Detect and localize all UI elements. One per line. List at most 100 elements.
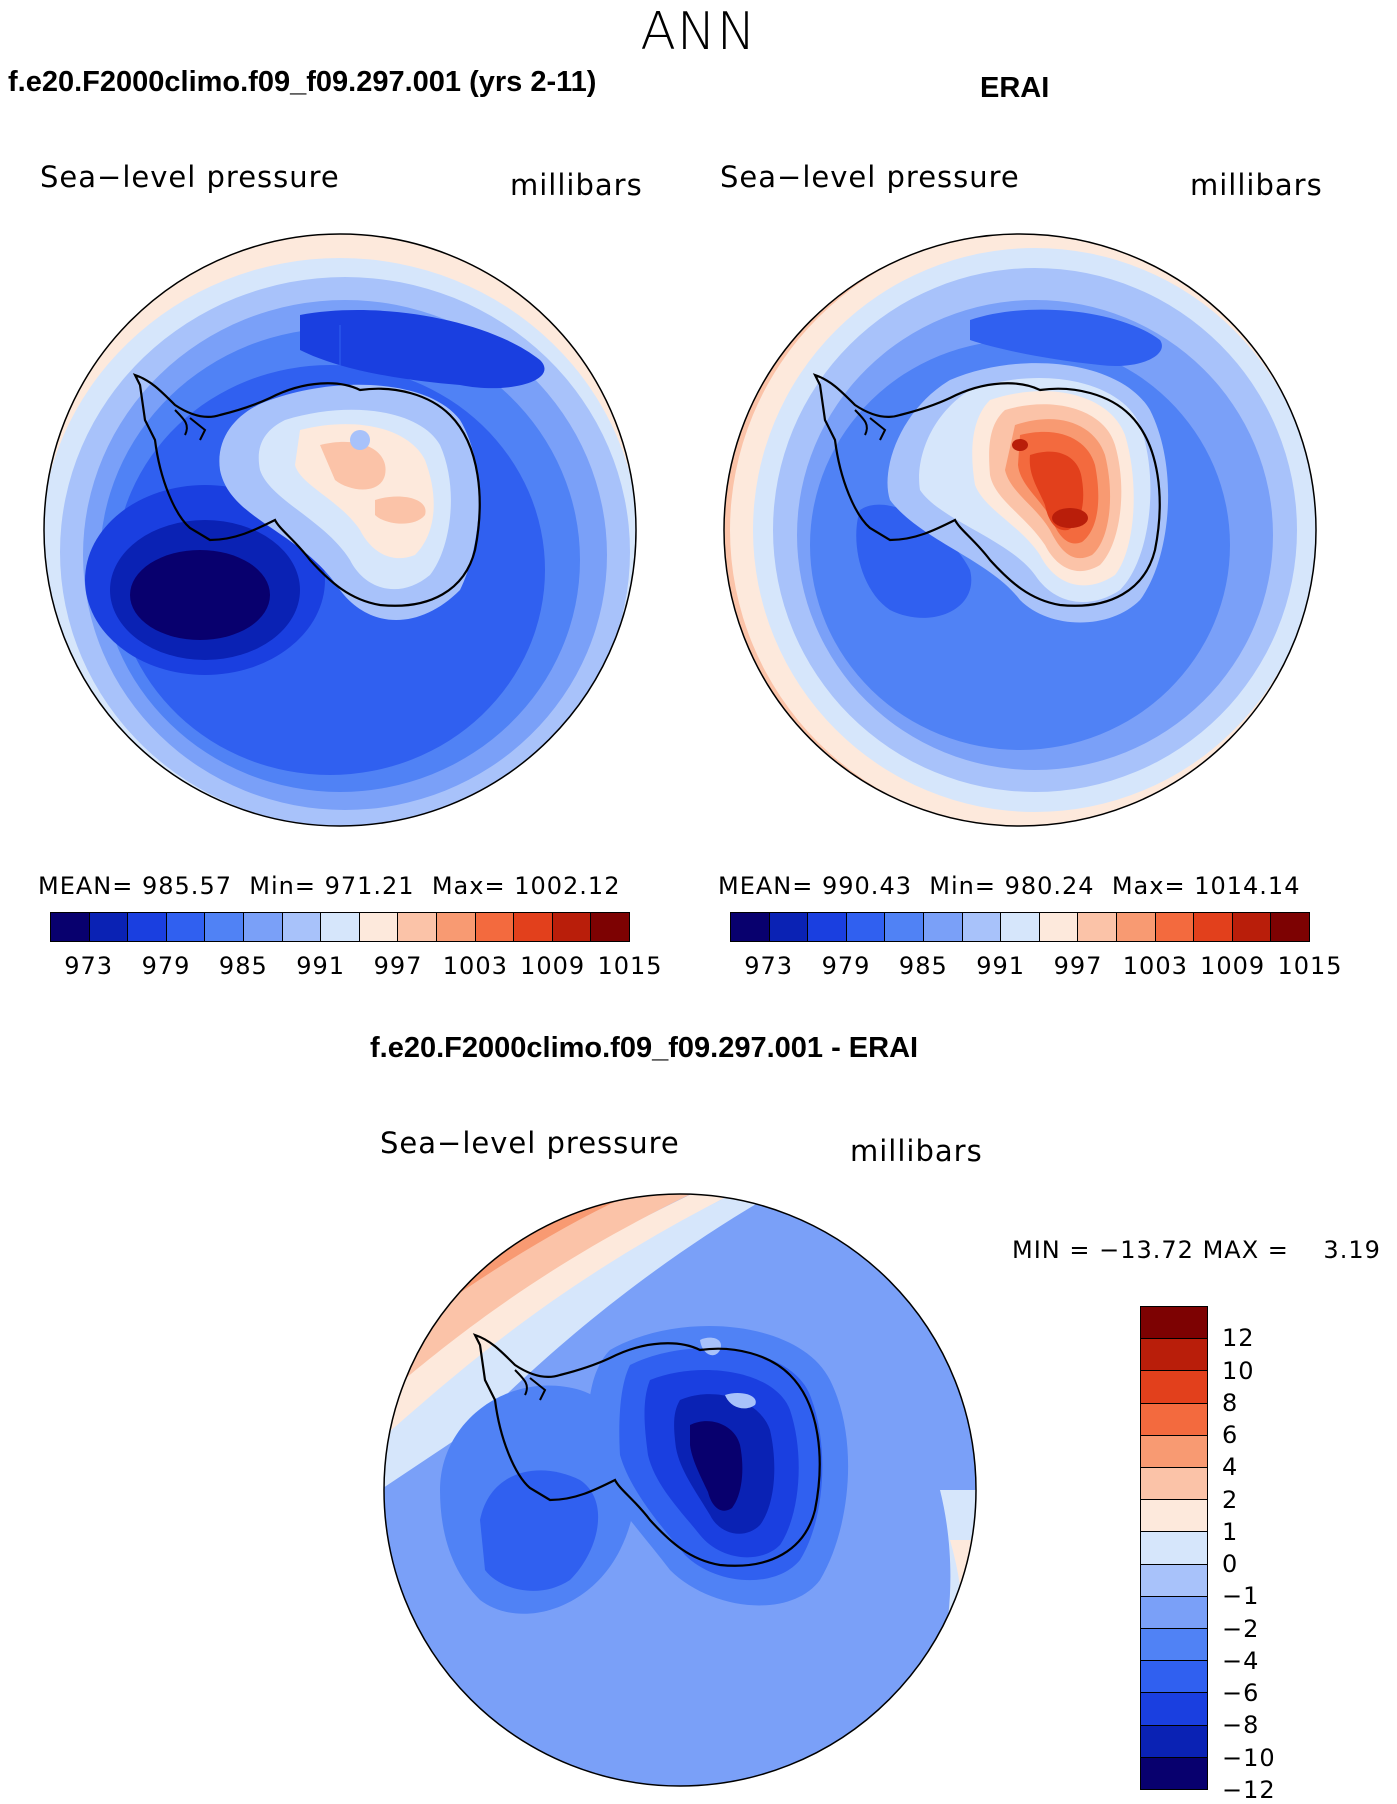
right-colorbar-swatch-13	[1232, 913, 1272, 941]
diff-colorbar-swatch-2	[1141, 1371, 1207, 1404]
left-units-label: millibars	[510, 168, 643, 202]
left-colorbar-swatch-12	[514, 913, 553, 941]
right-colorbar-tick-label: 1003	[1122, 952, 1188, 980]
diff-colorbar-tick-label: 12	[1222, 1324, 1255, 1353]
left-min-value: 971.21	[324, 872, 415, 900]
diff-colorbar-tick-label: −1	[1222, 1582, 1260, 1611]
right-colorbar-swatch-9	[1078, 913, 1117, 941]
right-colorbar-tick-label: 973	[744, 952, 794, 980]
diff-colorbar-swatch-13	[1141, 1725, 1207, 1758]
left-colorbar-swatch-4	[205, 913, 244, 941]
right-colorbar-swatch-5	[923, 913, 963, 941]
diff-max-value: 3.19	[1323, 1236, 1381, 1264]
right-variable-label: Sea−level pressure	[720, 160, 1020, 194]
right-colorbar	[730, 912, 1310, 942]
left-colorbar-swatch-0	[51, 913, 90, 941]
diff-colorbar-tick-label: 10	[1222, 1356, 1255, 1385]
diff-colorbar-tick-label: −10	[1222, 1743, 1276, 1772]
right-colorbar-swatch-11	[1155, 913, 1195, 941]
diff-colorbar-tick-label: 6	[1222, 1421, 1239, 1450]
left-colorbar-tick-label: 1009	[520, 952, 586, 980]
right-colorbar-ticks: 973 979 985 991 997 1003 1009 1015	[730, 952, 1341, 982]
right-colorbar-swatch-2	[808, 913, 847, 941]
left-max-value: 1002.12	[514, 872, 621, 900]
left-colorbar	[50, 912, 630, 942]
diff-colorbar	[1140, 1306, 1208, 1790]
diff-min-label: MIN =	[1012, 1236, 1091, 1264]
diff-colorbar-tick-label: −4	[1222, 1646, 1260, 1675]
right-max-label: Max=	[1111, 872, 1186, 900]
left-colorbar-swatch-1	[89, 913, 129, 941]
left-variable-label: Sea−level pressure	[40, 160, 340, 194]
right-min-label: Min=	[929, 872, 996, 900]
diff-colorbar-swatch-8	[1141, 1564, 1207, 1597]
left-colorbar-swatch-3	[166, 913, 206, 941]
left-colorbar-swatch-7	[321, 913, 360, 941]
right-stats: MEAN= 990.43 Min= 980.24 Max= 1014.14	[718, 872, 1300, 900]
figure-title: ANN	[640, 2, 757, 62]
diff-colorbar-swatch-12	[1141, 1693, 1207, 1726]
diff-colorbar-swatch-6	[1141, 1500, 1207, 1533]
diff-colorbar-tick-label: −6	[1222, 1679, 1260, 1708]
diff-colorbar-swatch-4	[1141, 1435, 1207, 1469]
right-colorbar-swatch-6	[962, 913, 1002, 941]
diff-colorbar-tick-label: 4	[1222, 1453, 1239, 1482]
diff-colorbar-tick-label: 2	[1222, 1485, 1239, 1514]
diff-colorbar-tick-label: 1	[1222, 1517, 1239, 1546]
right-min-value: 980.24	[1004, 872, 1095, 900]
right-colorbar-swatch-4	[885, 913, 924, 941]
diff-colorbar-swatch-14	[1141, 1757, 1207, 1790]
left-colorbar-ticks: 973 979 985 991 997 1003 1009 1015	[50, 952, 661, 982]
right-map	[723, 233, 1317, 827]
left-mean-label: MEAN=	[38, 872, 134, 900]
diff-colorbar-swatch-3	[1141, 1403, 1207, 1436]
right-colorbar-tick-label: 985	[898, 952, 948, 980]
diff-units-label: millibars	[850, 1134, 983, 1168]
right-colorbar-swatch-12	[1194, 913, 1233, 941]
diff-colorbar-tick-label: 8	[1222, 1388, 1239, 1417]
diff-panel-title: f.e20.F2000climo.f09_f09.297.001 - ERAI	[370, 1032, 919, 1064]
diff-colorbar-swatch-5	[1141, 1468, 1207, 1501]
right-panel-title: ERAI	[980, 72, 1050, 104]
left-colorbar-swatch-10	[436, 913, 476, 941]
diff-colorbar-tick-label: −12	[1222, 1776, 1276, 1804]
left-colorbar-tick-label: 1003	[442, 952, 508, 980]
left-colorbar-swatch-2	[128, 913, 167, 941]
diff-stats: MIN = −13.72 MAX = 3.19	[1012, 1236, 1381, 1264]
left-panel-title: f.e20.F2000climo.f09_f09.297.001 (yrs 2-…	[8, 66, 597, 98]
right-mean-label: MEAN=	[718, 872, 814, 900]
left-map	[43, 233, 637, 827]
right-colorbar-tick-label: 1015	[1277, 952, 1343, 980]
right-colorbar-swatch-0	[731, 913, 770, 941]
diff-colorbar-swatch-7	[1141, 1532, 1207, 1565]
right-max-value: 1014.14	[1194, 872, 1301, 900]
left-colorbar-swatch-6	[282, 913, 322, 941]
diff-colorbar-swatch-11	[1141, 1661, 1207, 1694]
diff-colorbar-tick-label: 0	[1222, 1550, 1239, 1579]
left-colorbar-tick-label: 979	[141, 952, 191, 980]
right-colorbar-swatch-8	[1039, 913, 1079, 941]
left-stats: MEAN= 985.57 Min= 971.21 Max= 1002.12	[38, 872, 620, 900]
left-colorbar-tick-label: 997	[373, 952, 423, 980]
left-mean-value: 985.57	[142, 872, 232, 900]
left-colorbar-tick-label: 973	[64, 952, 114, 980]
right-colorbar-swatch-14	[1271, 913, 1309, 941]
left-colorbar-swatch-13	[552, 913, 592, 941]
diff-colorbar-swatch-0	[1141, 1307, 1207, 1340]
right-colorbar-swatch-7	[1001, 913, 1040, 941]
right-colorbar-tick-label: 1009	[1200, 952, 1266, 980]
diff-max-label: MAX =	[1202, 1236, 1289, 1264]
left-min-label: Min=	[249, 872, 316, 900]
right-colorbar-swatch-3	[846, 913, 886, 941]
diff-colorbar-swatch-9	[1141, 1596, 1207, 1630]
left-colorbar-swatch-5	[243, 913, 283, 941]
left-colorbar-tick-label: 1015	[597, 952, 663, 980]
diff-colorbar-ticks: 12 10 8 6 4 2 1 0 −1 −2 −4 −6 −8 −10 −12	[1222, 1306, 1302, 1804]
diff-min-value: −13.72	[1099, 1236, 1194, 1264]
diff-colorbar-tick-label: −8	[1222, 1711, 1260, 1740]
diff-colorbar-tick-label: −2	[1222, 1614, 1260, 1643]
right-colorbar-swatch-1	[769, 913, 809, 941]
right-colorbar-tick-label: 979	[821, 952, 871, 980]
diff-map	[383, 1193, 977, 1787]
diff-colorbar-swatch-1	[1141, 1339, 1207, 1372]
